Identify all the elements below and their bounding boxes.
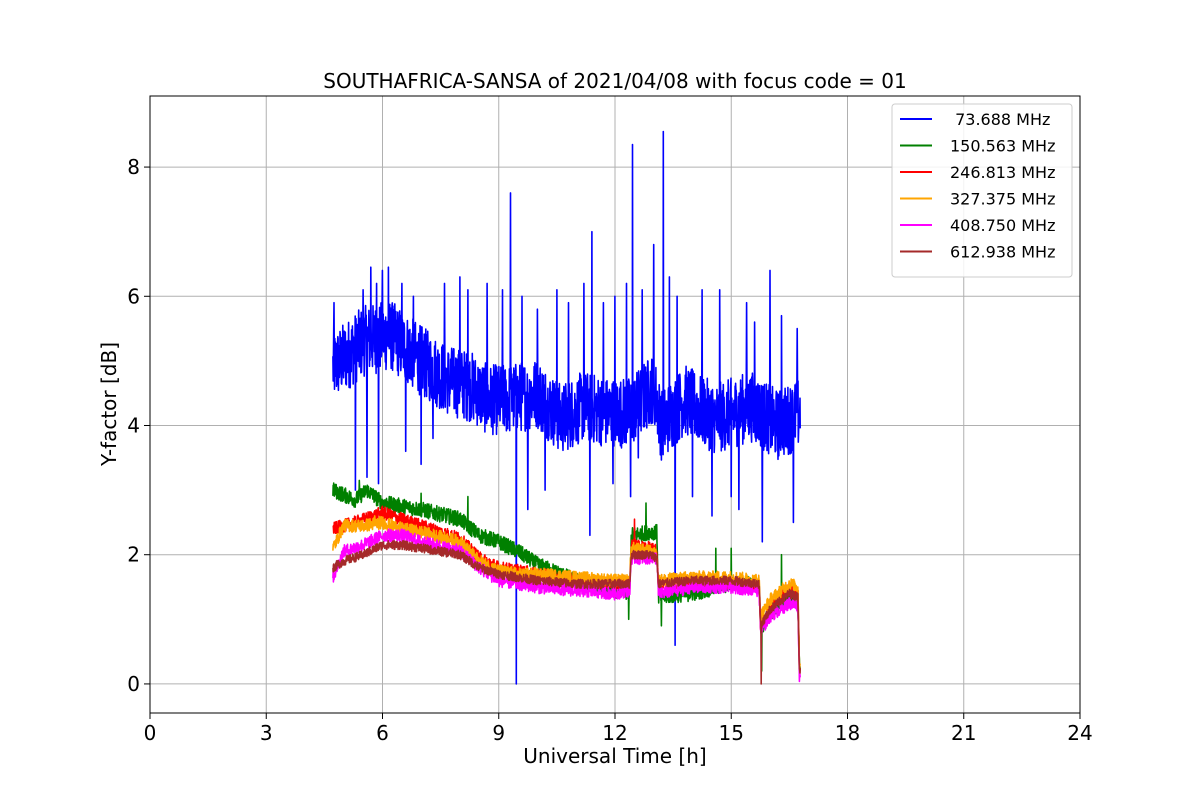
x-tick-label: 21 [951, 721, 976, 745]
y-ticks: 0 2 4 6 8 [127, 155, 150, 696]
y-tick-label: 8 [127, 155, 140, 179]
y-tick-label: 0 [127, 672, 140, 696]
legend-label: 612.938 MHz [950, 243, 1055, 262]
legend-box [891, 103, 1073, 278]
x-tick-label: 12 [602, 721, 627, 745]
series-group [332, 130, 801, 685]
legend-label: 246.813 MHz [950, 163, 1055, 182]
legend-label: 73.688 MHz [950, 110, 1050, 129]
x-tick-label: 9 [492, 721, 505, 745]
x-ticks: 0 3 6 9 12 15 18 21 24 [144, 713, 1093, 745]
x-tick-label: 3 [260, 721, 273, 745]
y-axis-label: Y-factor [dB] [97, 342, 121, 467]
chart-title: SOUTHAFRICA-SANSA of 2021/04/08 with foc… [323, 69, 907, 93]
legend-label: 150.563 MHz [950, 137, 1055, 156]
series-line-1 [332, 130, 801, 685]
legend-label: 327.375 MHz [950, 190, 1055, 209]
y-tick-label: 2 [127, 543, 140, 567]
legend: 73.688 MHz 150.563 MHz 246.813 MHz 327.375 … [891, 103, 1073, 278]
x-tick-label: 15 [719, 721, 744, 745]
y-tick-label: 6 [127, 284, 140, 308]
y-tick-label: 4 [127, 413, 140, 437]
x-axis-label: Universal Time [h] [523, 744, 706, 768]
x-tick-label: 6 [376, 721, 389, 745]
x-tick-label: 0 [144, 721, 157, 745]
series-line-6 [332, 540, 801, 685]
legend-label: 408.750 MHz [950, 216, 1055, 235]
x-tick-label: 24 [1067, 721, 1092, 745]
x-tick-label: 18 [835, 721, 860, 745]
